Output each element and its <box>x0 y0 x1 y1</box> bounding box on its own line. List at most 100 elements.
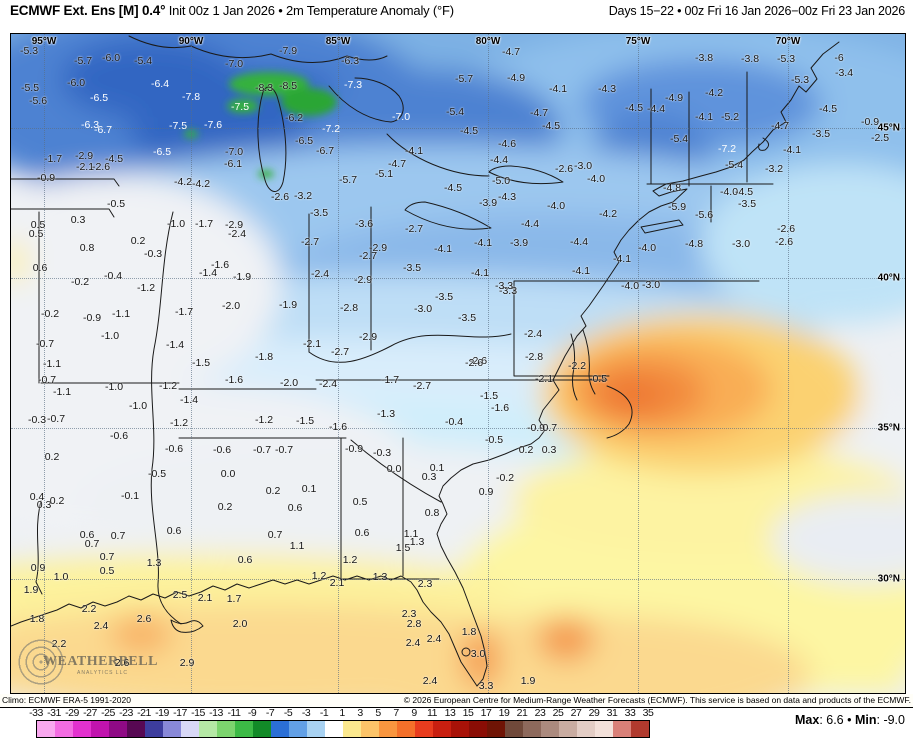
temp-anomaly-value: 1.0 <box>53 571 69 583</box>
temp-anomaly-value: 0.5 <box>28 228 44 240</box>
temp-anomaly-value: -2.6 <box>468 355 488 367</box>
temp-anomaly-value: 1.8 <box>29 613 45 625</box>
temp-anomaly-value: -5.5 <box>20 82 40 94</box>
temp-anomaly-value: 0.6 <box>79 529 95 541</box>
temp-anomaly-value: -2.0 <box>221 300 241 312</box>
temp-anomaly-value: 0.3 <box>541 444 557 456</box>
temp-anomaly-value: -1.0 <box>128 400 148 412</box>
temp-anomaly-value: -3.5 <box>457 312 477 324</box>
temp-anomaly-value: 0.0 <box>386 463 402 475</box>
temp-anomaly-value: -4.5 <box>818 103 838 115</box>
temp-anomaly-value: -3.3 <box>494 280 514 292</box>
temp-anomaly-value: -3.5 <box>309 207 329 219</box>
watermark-name: WEATHERBELL <box>43 654 158 669</box>
temp-anomaly-value: -5.7 <box>73 55 93 67</box>
copyright-note: © 2026 European Centre for Medium-Range … <box>403 695 911 705</box>
temp-anomaly-value: -3.5 <box>737 198 757 210</box>
temp-anomaly-value: -1.6 <box>210 259 230 271</box>
temp-anomaly-value: -5.2 <box>720 111 740 123</box>
temp-anomaly-value: -0.6 <box>109 430 129 442</box>
temp-anomaly-value: -3.2 <box>764 163 784 175</box>
colorbar-tick: -9 <box>247 707 257 719</box>
colorbar-tick: 33 <box>624 707 636 719</box>
temp-anomaly-value: -5.4 <box>133 55 153 67</box>
colorbar-tick: -3 <box>301 707 311 719</box>
colorbar-tick: 35 <box>642 707 654 719</box>
temp-anomaly-value: -2.0 <box>279 377 299 389</box>
temp-anomaly-value: -4.2 <box>598 208 618 220</box>
temp-anomaly-value: -7.3 <box>343 79 363 91</box>
temp-anomaly-value: -7.5 <box>230 101 250 113</box>
temp-anomaly-value: -7.2 <box>321 123 341 135</box>
cold-core-green-patches <box>184 72 337 178</box>
coastlines-and-borders <box>11 35 840 687</box>
colorbar-segment <box>559 721 577 737</box>
temp-anomaly-value: 2.6 <box>114 657 130 669</box>
temp-anomaly-value: -0.5 <box>484 434 504 446</box>
temp-anomaly-value: -2.6 <box>776 223 796 235</box>
temp-anomaly-value: -1.2 <box>136 282 156 294</box>
meridian-line <box>488 34 489 693</box>
temp-anomaly-value: -3.3 <box>498 285 518 297</box>
temp-anomaly-value: -2.7 <box>404 223 424 235</box>
temp-anomaly-value: -4.0 <box>586 173 606 185</box>
colorbar-segment <box>487 721 505 737</box>
colorbar-tick: -5 <box>283 707 293 719</box>
temp-anomaly-value: -4.8 <box>684 238 704 250</box>
colorbar-tick: -33 <box>29 707 43 719</box>
colorbar-segment <box>433 721 451 737</box>
temp-anomaly-value: 2.1 <box>197 592 213 604</box>
temp-anomaly-value: -0.4 <box>444 416 464 428</box>
colorbar-segment <box>307 721 325 737</box>
map-value-layer: -5.3 -5.7 -6.0 -5.4 -7.0 -7.9 -6.3 -4.7 -3.8 -3.8… <box>11 34 905 693</box>
temp-anomaly-value: -6 <box>834 52 844 64</box>
latitude-label: 45°N <box>877 122 900 134</box>
temp-anomaly-value: -1.5 <box>479 390 499 402</box>
colorbar-segment <box>109 721 127 737</box>
watermark-subtitle: ANALYTICS LLC <box>77 670 128 676</box>
init-and-field: Init 00z 1 Jan 2026 • 2m Temperature Ano… <box>165 3 454 18</box>
colorbar-segment <box>595 721 613 737</box>
temp-anomaly-value: -4.9 <box>506 72 526 84</box>
temp-anomaly-value: -5.4 <box>445 106 465 118</box>
colorbar-segment <box>199 721 217 737</box>
temp-anomaly-value: -6.3 <box>80 119 100 131</box>
temp-anomaly-value: -7.8 <box>181 91 201 103</box>
temp-anomaly-value: -1.6 <box>224 374 244 386</box>
colorbar-segment <box>181 721 199 737</box>
temp-anomaly-value: -2.6 <box>774 236 794 248</box>
temp-anomaly-value: -4.2 <box>704 87 724 99</box>
temp-anomaly-value: -4.1 <box>433 243 453 255</box>
latitude-label: 35°N <box>877 422 900 434</box>
temp-anomaly-value: -1.3 <box>376 408 396 420</box>
colorbar-segment <box>217 721 235 737</box>
temp-anomaly-value: 1.1 <box>403 528 419 540</box>
temp-anomaly-value: 2.9 <box>179 657 195 669</box>
temp-anomaly-value: 3.0 <box>470 648 486 660</box>
temp-anomaly-value: -6.7 <box>315 145 335 157</box>
temp-anomaly-value: -4.8 <box>662 182 682 194</box>
temp-anomaly-value: -4.3 <box>497 191 517 203</box>
temp-anomaly-value: -3.8 <box>740 53 760 65</box>
temp-anomaly-value: -5.4 <box>724 159 744 171</box>
temp-anomaly-value: -2.8 <box>524 351 544 363</box>
temp-anomaly-value: -5.3 <box>19 45 39 57</box>
latlon-grid <box>11 34 905 693</box>
colorbar-segment <box>541 721 559 737</box>
temp-anomaly-value: -4.1 <box>473 237 493 249</box>
min-label: Min <box>854 713 877 727</box>
temp-anomaly-value: -5.3 <box>790 74 810 86</box>
temp-anomaly-value: 1.9 <box>23 584 39 596</box>
temp-anomaly-value: -2.7 <box>300 236 320 248</box>
temp-anomaly-value: -4.6 <box>497 138 517 150</box>
temp-anomaly-value: -1.7 <box>43 153 63 165</box>
colorbar-segment <box>37 721 55 737</box>
temp-anomaly-value: 0.2 <box>130 235 146 247</box>
temp-anomaly-value: 0.2 <box>49 495 65 507</box>
temp-anomaly-value: -1.1 <box>111 308 131 320</box>
temp-anomaly-value: -6.5 <box>294 135 314 147</box>
temp-anomaly-value: 0.2 <box>265 485 281 497</box>
colorbar-tick: -29 <box>65 707 79 719</box>
temp-anomaly-value: -0.5 <box>147 468 167 480</box>
temp-anomaly-value: -2.4 <box>318 378 338 390</box>
